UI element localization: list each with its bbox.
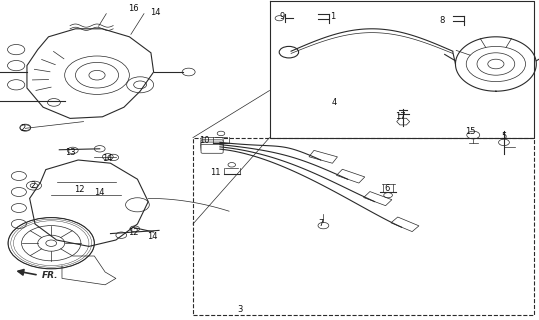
Text: 16: 16	[128, 4, 139, 12]
Text: 12: 12	[74, 185, 85, 194]
Text: 11: 11	[210, 168, 221, 177]
Polygon shape	[391, 217, 419, 232]
Text: 14: 14	[150, 8, 161, 17]
FancyBboxPatch shape	[201, 142, 223, 151]
Text: 8: 8	[439, 16, 445, 25]
Polygon shape	[309, 150, 337, 163]
Text: 14: 14	[102, 154, 113, 163]
Text: FR.: FR.	[42, 271, 59, 280]
Text: 2: 2	[31, 181, 36, 190]
Text: 4: 4	[331, 98, 337, 107]
Polygon shape	[336, 169, 365, 183]
Text: 7: 7	[319, 220, 324, 228]
Text: 14: 14	[147, 232, 158, 241]
Text: 5: 5	[501, 132, 507, 140]
FancyBboxPatch shape	[201, 140, 223, 149]
Text: 6: 6	[384, 184, 390, 193]
Text: 15: 15	[465, 127, 475, 136]
Text: 1: 1	[330, 12, 335, 21]
Text: 2: 2	[20, 124, 25, 132]
Text: 10: 10	[199, 136, 210, 145]
Text: 14: 14	[94, 188, 105, 197]
FancyBboxPatch shape	[201, 138, 223, 147]
Text: 9: 9	[280, 12, 285, 20]
Text: 17: 17	[395, 112, 405, 121]
FancyBboxPatch shape	[201, 144, 223, 153]
Polygon shape	[364, 192, 392, 206]
Bar	[193, 138, 534, 315]
Text: 13: 13	[65, 148, 75, 157]
Text: 3: 3	[237, 305, 243, 314]
Text: 12: 12	[128, 228, 139, 237]
